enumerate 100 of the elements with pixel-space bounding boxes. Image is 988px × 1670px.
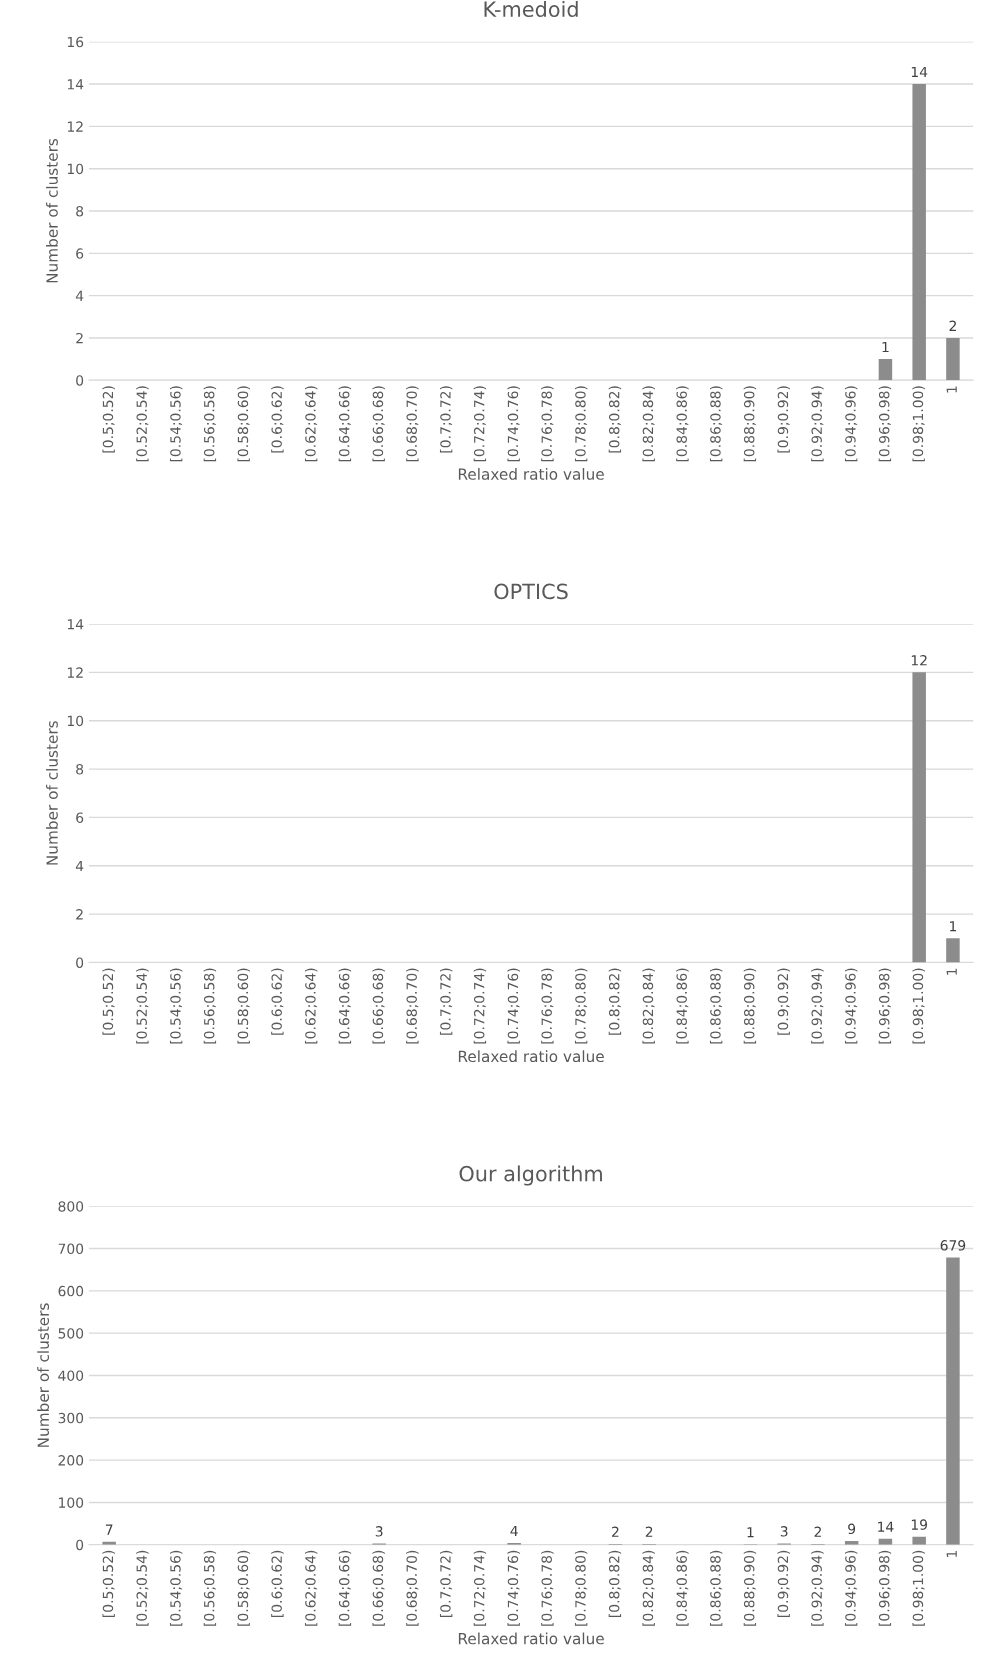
x-tick-label: [0.56;0.58) (203, 968, 217, 1044)
x-tick-label: [0.64;0.66) (338, 968, 352, 1044)
y-tick-label: 14 (67, 619, 84, 630)
x-tick-label: [0.66;0.68) (372, 968, 385, 1044)
x-tick-label: [0.74;0.76) (507, 386, 520, 462)
x-tick-label: [0.62;0.64) (304, 386, 318, 462)
x-tick-label: [0.78;0.80) (574, 968, 588, 1044)
bar (946, 1257, 960, 1545)
x-tick-label: [0.82;0.84) (642, 1550, 655, 1626)
y-tick-label: 0 (76, 1539, 84, 1551)
x-tick-label: [0.52;0.54) (136, 968, 149, 1044)
data-label: 2 (949, 320, 956, 331)
x-tick-label: [0.72;0.74) (473, 386, 487, 462)
y-tick-label: 0 (76, 957, 84, 968)
x-tick-label: [0.72;0.74) (473, 1550, 487, 1626)
y-tick-label: 700 (58, 1243, 84, 1255)
data-label: 3 (780, 1526, 788, 1537)
y-tick-label: 6 (76, 248, 84, 259)
y-tick-label: 12 (67, 667, 83, 678)
data-label: 1 (950, 921, 957, 932)
y-tick-label: 800 (58, 1201, 84, 1212)
x-tick-label: [0.58;0.60) (237, 1550, 250, 1626)
y-tick-label: 2 (76, 332, 83, 344)
x-tick-label: [0.66;0.68) (372, 1550, 385, 1626)
x-tick-label: [0.82;0.84) (642, 968, 655, 1044)
y-tick-label: 12 (67, 121, 83, 132)
x-tick-label: 1 (946, 386, 957, 393)
x-tick-label: [0.86;0.88) (709, 1550, 723, 1626)
x-tick-label: [0.94;0.96) (844, 1550, 858, 1626)
x-tick-label: [0.58;0.60) (237, 968, 250, 1044)
x-tick-label: [0.78;0.80) (574, 1550, 588, 1626)
y-tick-label: 400 (58, 1370, 84, 1381)
x-tick-label: [0.92;0.94) (811, 1550, 824, 1626)
x-tick-label: [0.98;1.00) (912, 386, 925, 462)
data-label: 1 (747, 1527, 754, 1538)
x-tick-label: [0.56;0.58) (203, 386, 217, 462)
y-tick-label: 500 (58, 1328, 84, 1339)
y-tick-label: 16 (67, 36, 84, 48)
x-tick-label: [0.98;1.00) (912, 968, 925, 1044)
x-tick-label: [0.74;0.76) (507, 1550, 520, 1626)
x-tick-label: [0.9;0.92) (777, 386, 790, 453)
y-tick-label: 10 (67, 163, 84, 175)
data-label: 2 (814, 1526, 821, 1537)
x-tick-label: [0.54;0.56) (169, 968, 183, 1044)
data-label: 14 (911, 66, 928, 78)
x-tick-label: [0.66;0.68) (372, 386, 385, 462)
x-tick-label: [0.54;0.56) (169, 1550, 183, 1626)
y-tick-label: 100 (59, 1497, 84, 1508)
x-axis-title: Relaxed ratio value (458, 1632, 604, 1645)
x-tick-label: [0.72;0.74) (473, 968, 487, 1044)
data-label: 7 (105, 1524, 113, 1535)
x-tick-label: 1 (946, 1550, 957, 1557)
x-tick-label: [0.68;0.70) (406, 968, 419, 1044)
x-tick-label: [0.6;0.62) (271, 1550, 284, 1617)
y-axis-title: Number of clusters (46, 721, 58, 865)
data-label: 19 (911, 1519, 928, 1530)
x-tick-label: [0.98;1.00) (912, 1550, 925, 1626)
data-label: 2 (645, 1526, 653, 1537)
y-tick-label: 0 (76, 375, 84, 386)
bar (878, 359, 893, 381)
x-tick-label: [0.7;0.72) (439, 968, 453, 1035)
data-label: 2 (612, 1526, 619, 1537)
chart-title: K-medoid (484, 0, 578, 18)
data-label: 1 (882, 341, 889, 353)
x-tick-label: [0.92;0.94) (811, 968, 824, 1044)
data-label: 12 (911, 654, 927, 666)
x-tick-label: [0.96;0.98) (878, 968, 892, 1044)
y-tick-label: 8 (76, 205, 84, 217)
x-tick-label: [0.76;0.78) (541, 1550, 554, 1626)
x-axis-title: Relaxed ratio value (458, 1050, 604, 1063)
x-tick-label: [0.94;0.96) (844, 968, 858, 1044)
x-tick-label: [0.5;0.52) (102, 386, 115, 453)
bar (912, 84, 926, 381)
x-tick-label: [0.86;0.88) (709, 968, 723, 1044)
y-tick-label: 14 (67, 79, 84, 90)
x-tick-label: [0.88;0.90) (743, 1550, 757, 1626)
x-tick-label: [0.7;0.72) (439, 1550, 453, 1617)
y-tick-label: 4 (75, 290, 84, 301)
x-tick-label: [0.8;0.82) (608, 1550, 622, 1617)
data-label: 9 (848, 1523, 856, 1535)
y-tick-label: 300 (58, 1412, 84, 1424)
x-tick-label: [0.82;0.84) (642, 386, 655, 462)
x-tick-label: [0.56;0.58) (203, 1550, 217, 1626)
x-tick-label: [0.92;0.94) (811, 386, 824, 462)
data-label: 679 (940, 1240, 966, 1251)
x-tick-label: [0.96;0.98) (878, 1550, 892, 1626)
y-tick-label: 10 (67, 715, 84, 727)
x-tick-label: [0.64;0.66) (338, 386, 352, 462)
x-tick-label: [0.58;0.60) (237, 386, 250, 462)
chart-title: Our algorithm (459, 1165, 602, 1186)
x-tick-label: [0.78;0.80) (574, 386, 588, 462)
x-tick-label: [0.5;0.52) (102, 1550, 115, 1617)
y-tick-label: 2 (76, 909, 83, 920)
y-axis-title: Number of clusters (37, 1303, 50, 1447)
x-tick-label: [0.62;0.64) (304, 1550, 318, 1626)
x-tick-label: [0.7;0.72) (439, 386, 453, 453)
x-tick-label: [0.84;0.86) (676, 1550, 689, 1626)
x-tick-label: [0.74;0.76) (507, 968, 520, 1044)
x-tick-label: [0.8;0.82) (608, 386, 622, 453)
x-tick-label: [0.6;0.62) (271, 386, 284, 453)
